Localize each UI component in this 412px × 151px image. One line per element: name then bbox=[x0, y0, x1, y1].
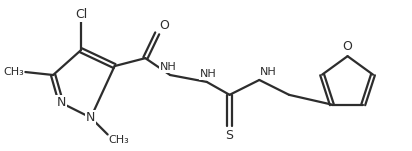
Text: NH: NH bbox=[160, 62, 176, 72]
Text: CH₃: CH₃ bbox=[109, 135, 129, 145]
Text: Cl: Cl bbox=[75, 8, 87, 21]
Text: NH: NH bbox=[260, 67, 277, 77]
Text: O: O bbox=[159, 19, 169, 32]
Text: N: N bbox=[86, 111, 96, 124]
Text: S: S bbox=[226, 129, 234, 141]
Text: N: N bbox=[56, 96, 66, 109]
Text: CH₃: CH₃ bbox=[4, 67, 24, 77]
Text: O: O bbox=[343, 40, 353, 53]
Text: NH: NH bbox=[199, 69, 216, 79]
